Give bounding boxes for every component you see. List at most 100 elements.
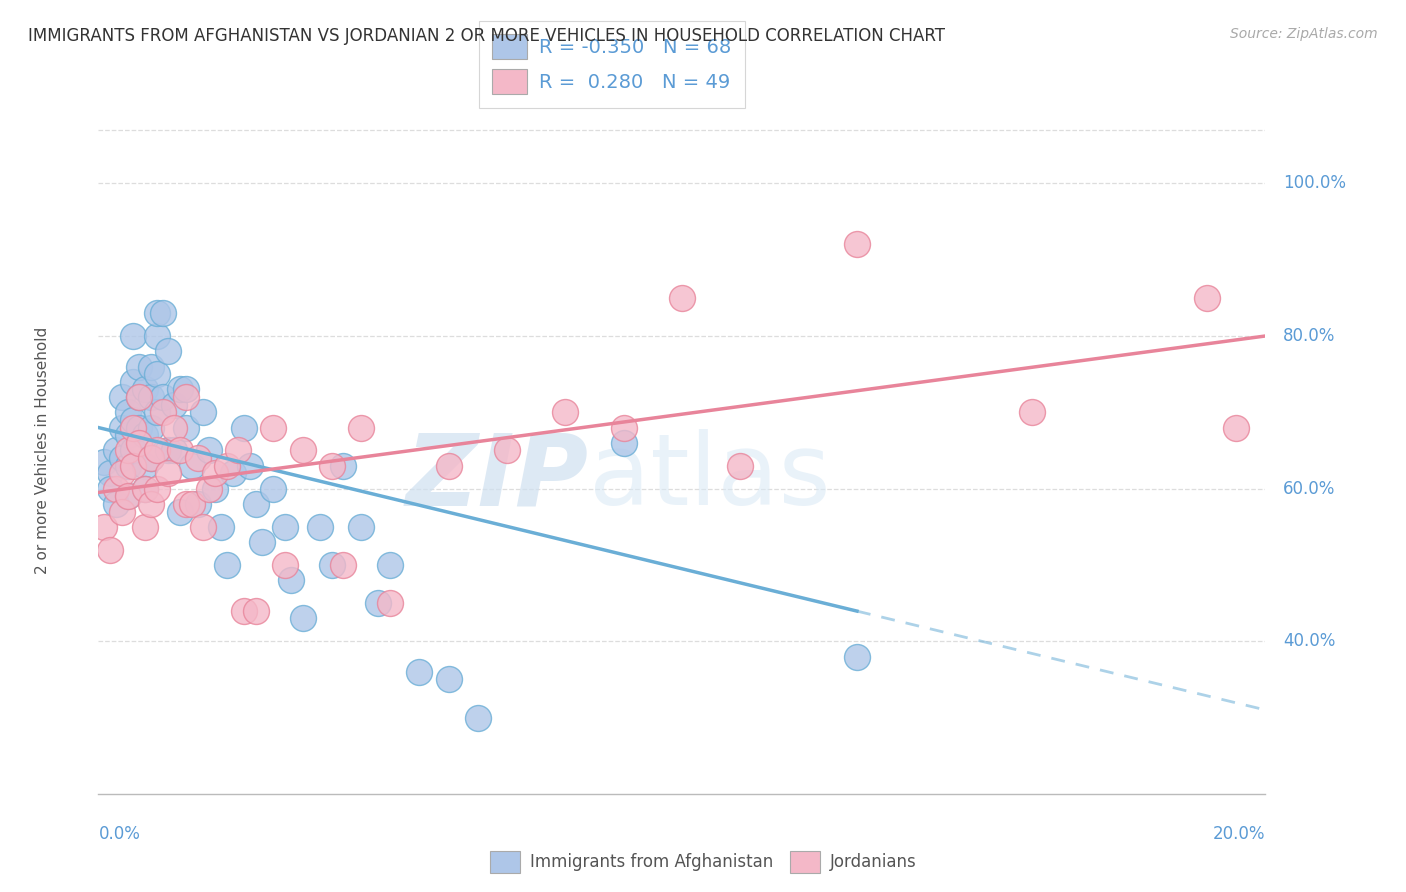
Point <box>612 420 634 434</box>
Point <box>1195 291 1218 305</box>
Point <box>98 467 121 481</box>
Point <box>128 390 150 404</box>
Point <box>174 383 197 397</box>
Text: 2 or more Vehicles in Household: 2 or more Vehicles in Household <box>35 326 49 574</box>
Point <box>437 673 460 687</box>
Point <box>134 383 156 397</box>
Point <box>122 329 145 343</box>
Point <box>174 390 197 404</box>
Point <box>111 504 134 518</box>
Point <box>215 458 238 473</box>
Point <box>146 443 169 458</box>
Point <box>139 451 162 466</box>
Point <box>157 467 180 481</box>
Point <box>163 398 186 412</box>
Point <box>467 710 489 724</box>
Point <box>204 482 226 496</box>
Point <box>104 482 127 496</box>
Point <box>163 443 186 458</box>
Point <box>117 428 139 442</box>
Point <box>93 455 115 469</box>
Point <box>846 237 869 252</box>
Point <box>111 451 134 466</box>
Point <box>169 383 191 397</box>
Point <box>233 604 256 618</box>
Point <box>98 482 121 496</box>
Point <box>215 558 238 572</box>
Point <box>163 420 186 434</box>
Point <box>134 428 156 442</box>
Point <box>437 458 460 473</box>
Point <box>122 443 145 458</box>
Text: 100.0%: 100.0% <box>1282 174 1346 193</box>
Point <box>122 375 145 389</box>
Point <box>174 497 197 511</box>
Point <box>250 535 273 549</box>
Point <box>152 390 174 404</box>
Point <box>221 467 243 481</box>
Point <box>204 467 226 481</box>
Point <box>174 420 197 434</box>
Point <box>274 558 297 572</box>
Point <box>198 443 221 458</box>
Point <box>239 458 262 473</box>
Point <box>139 390 162 404</box>
Point <box>146 405 169 419</box>
Point <box>233 420 256 434</box>
Point <box>128 359 150 374</box>
Point <box>380 596 402 610</box>
Point <box>846 649 869 664</box>
Point <box>228 443 250 458</box>
Point <box>554 405 576 419</box>
Point <box>321 458 343 473</box>
Point <box>117 458 139 473</box>
Point <box>309 520 332 534</box>
Point <box>350 420 373 434</box>
Point <box>146 329 169 343</box>
Point <box>262 482 284 496</box>
Point <box>122 458 145 473</box>
Point <box>139 420 162 434</box>
Point <box>139 359 162 374</box>
Point <box>187 497 209 511</box>
Point <box>134 458 156 473</box>
Point <box>291 443 314 458</box>
Point <box>332 558 354 572</box>
Text: atlas: atlas <box>589 429 830 526</box>
Point <box>157 344 180 359</box>
Text: 60.0%: 60.0% <box>1282 480 1336 498</box>
Point <box>134 482 156 496</box>
Point <box>117 489 139 503</box>
Point <box>332 458 354 473</box>
Legend: R = -0.350   N = 68, R =  0.280   N = 49: R = -0.350 N = 68, R = 0.280 N = 49 <box>479 21 745 108</box>
Text: 80.0%: 80.0% <box>1282 327 1336 345</box>
Point <box>111 390 134 404</box>
Point <box>169 443 191 458</box>
Point <box>169 504 191 518</box>
Point <box>245 604 267 618</box>
Point <box>111 420 134 434</box>
Point <box>128 435 150 450</box>
Point <box>612 435 634 450</box>
Point <box>209 520 232 534</box>
Point <box>380 558 402 572</box>
Point <box>134 482 156 496</box>
Point <box>193 520 215 534</box>
Point <box>408 665 430 679</box>
Point <box>117 489 139 503</box>
Text: 0.0%: 0.0% <box>98 825 141 843</box>
Point <box>111 467 134 481</box>
Point <box>198 482 221 496</box>
Point <box>98 542 121 557</box>
Point <box>274 520 297 534</box>
Point <box>1225 420 1247 434</box>
Point <box>262 420 284 434</box>
Point <box>1021 405 1043 419</box>
Text: Source: ZipAtlas.com: Source: ZipAtlas.com <box>1230 27 1378 41</box>
Text: ZIP: ZIP <box>405 429 589 526</box>
Point <box>122 413 145 427</box>
Legend: Immigrants from Afghanistan, Jordanians: Immigrants from Afghanistan, Jordanians <box>484 845 922 880</box>
Point <box>104 443 127 458</box>
Point <box>146 367 169 381</box>
Point <box>122 420 145 434</box>
